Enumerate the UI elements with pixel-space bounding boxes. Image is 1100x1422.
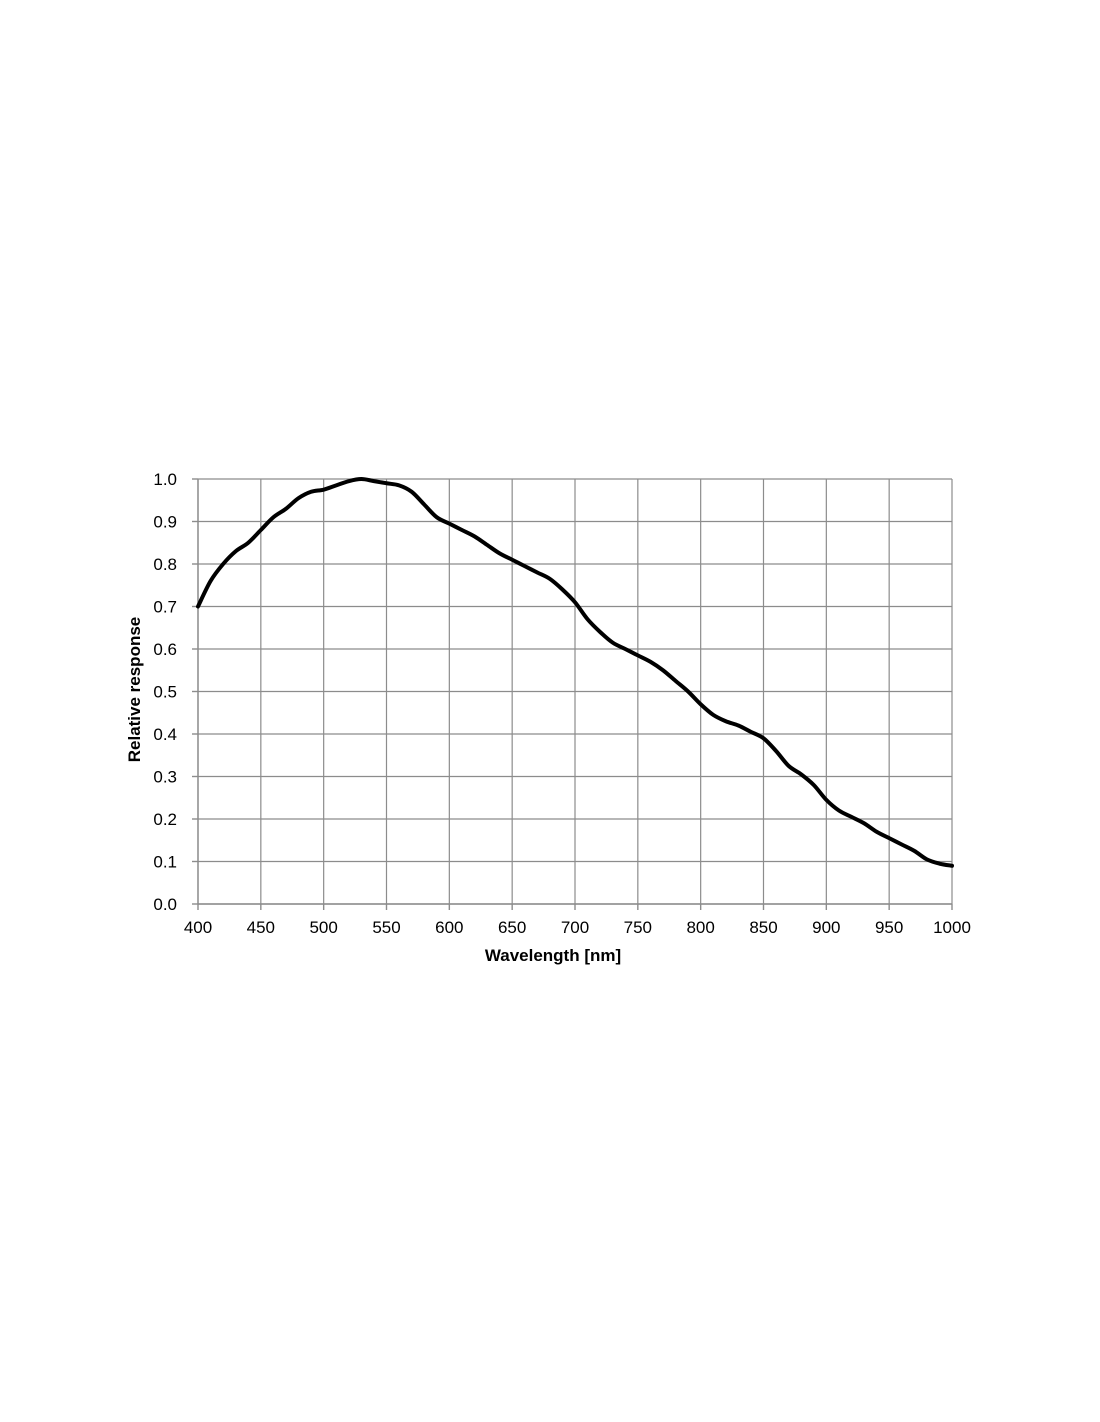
x-tick-label: 850 (749, 918, 777, 937)
y-tick-label: 0.5 (153, 683, 177, 702)
y-tick-label: 0.4 (153, 725, 177, 744)
y-tick-label: 0.9 (153, 513, 177, 532)
y-axis-title: Relative response (125, 617, 144, 763)
y-tick-label: 0.0 (153, 895, 177, 914)
x-tick-label: 700 (561, 918, 589, 937)
y-tick-label: 0.7 (153, 598, 177, 617)
x-axis-title: Wavelength [nm] (485, 946, 621, 965)
y-tick-label: 1.0 (153, 470, 177, 489)
x-tick-label: 600 (435, 918, 463, 937)
y-tick-label: 0.8 (153, 555, 177, 574)
y-tick-label: 0.3 (153, 768, 177, 787)
x-tick-label: 1000 (933, 918, 971, 937)
x-tick-label: 400 (184, 918, 212, 937)
x-tick-label: 450 (247, 918, 275, 937)
axes (192, 478, 953, 910)
grid (197, 478, 953, 905)
x-tick-label: 900 (812, 918, 840, 937)
series-line (196, 477, 954, 868)
x-tick-label: 950 (875, 918, 903, 937)
y-tick-label: 0.6 (153, 640, 177, 659)
y-tick-label: 0.2 (153, 810, 177, 829)
y-tick-label: 0.1 (153, 853, 177, 872)
x-tick-label: 650 (498, 918, 526, 937)
x-tick-label: 550 (372, 918, 400, 937)
x-tick-label: 750 (624, 918, 652, 937)
x-tick-label: 800 (686, 918, 714, 937)
series-layer (196, 477, 954, 868)
tick-labels: 400 450 500 550 600 650 700 750 800 850 900 950 1000… (153, 470, 971, 937)
x-tick-label: 500 (309, 918, 337, 937)
